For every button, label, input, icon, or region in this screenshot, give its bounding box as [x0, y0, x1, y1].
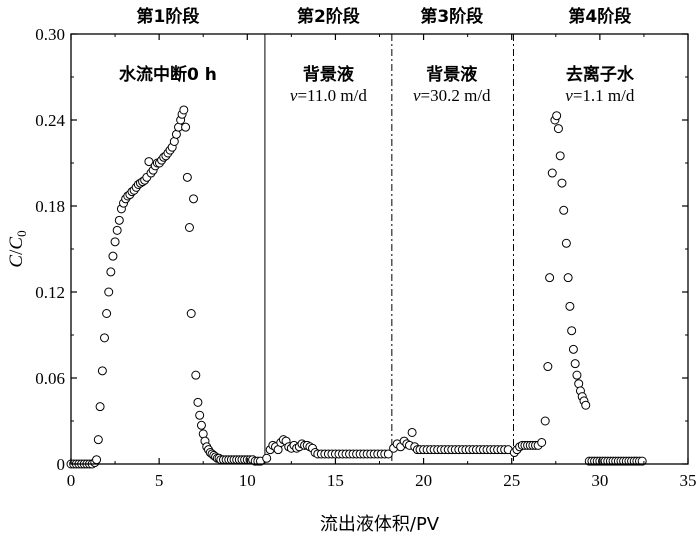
- x-tick-label-3: 15: [327, 471, 344, 490]
- annotation-s1-title: 水流中断0 h: [119, 64, 217, 85]
- data-point: [407, 427, 417, 437]
- data-point: [559, 205, 569, 215]
- data-point: [383, 449, 393, 459]
- data-point: [108, 251, 118, 261]
- annotation-s4-velocity: v=1.1 m/d: [565, 86, 635, 105]
- x-tick-label-7: 35: [680, 471, 697, 490]
- data-point: [97, 366, 107, 376]
- data-point: [567, 326, 577, 336]
- y-axis-title-slash: /: [6, 249, 27, 255]
- data-point: [102, 309, 112, 318]
- x-axis-title: 流出液体积/PV: [320, 514, 440, 535]
- data-point: [195, 410, 205, 420]
- data-point: [547, 168, 557, 178]
- stage-label-2: 第2阶段: [297, 6, 360, 27]
- ticks-layer: 0 5 10 15 20 25 30 35 0 0.06 0.12 0.18 0.24 0.30: [35, 25, 696, 490]
- data-point: [184, 223, 194, 232]
- data-point: [104, 287, 114, 297]
- annotation-s3-velocity: v=30.2 m/d: [413, 86, 491, 105]
- x-tick-label-4: 20: [415, 471, 432, 490]
- x-tick-label-5: 25: [503, 471, 520, 490]
- data-point: [181, 122, 191, 132]
- annotation-s2-velocity: v=11.0 m/d: [290, 86, 367, 105]
- boundary-layer: [264, 34, 514, 464]
- stage-label-4: 第4阶段: [568, 6, 631, 27]
- data-point: [555, 151, 565, 161]
- data-point: [570, 359, 580, 369]
- x-tick-label-0: 0: [67, 471, 76, 490]
- data-point: [93, 435, 103, 445]
- data-point: [568, 344, 578, 354]
- x-tick-label-6: 30: [591, 471, 608, 490]
- data-point: [144, 157, 154, 167]
- data-point: [112, 225, 122, 235]
- data-point: [565, 301, 575, 311]
- annotation-s3-title: 背景液: [426, 64, 477, 85]
- x-tick-label-1: 5: [155, 471, 164, 490]
- data-point: [557, 178, 567, 188]
- annotation-s2-title: 背景液: [303, 64, 354, 85]
- data-point: [114, 215, 124, 225]
- data-point: [561, 238, 571, 248]
- data-point: [563, 273, 573, 283]
- x-tick-label-2: 10: [239, 471, 256, 490]
- y-tick-label-0: 0: [57, 455, 66, 474]
- data-point: [189, 194, 199, 204]
- data-point: [193, 397, 203, 407]
- y-tick-label-2: 0.12: [35, 283, 65, 302]
- points-layer: [66, 105, 647, 469]
- y-axis-title: C/C0: [6, 230, 29, 267]
- data-point: [191, 370, 201, 380]
- data-point: [572, 370, 582, 380]
- data-point: [543, 362, 553, 372]
- data-point: [553, 124, 563, 134]
- data-point: [95, 402, 105, 412]
- stage-label-3: 第3阶段: [420, 6, 483, 27]
- data-point: [99, 333, 109, 343]
- data-point: [262, 453, 272, 463]
- y-axis-title-main: C: [6, 255, 27, 268]
- y-tick-label-5: 0.30: [35, 25, 65, 44]
- y-tick-label-3: 0.18: [35, 197, 65, 216]
- data-point: [186, 309, 196, 318]
- data-point: [182, 172, 192, 182]
- y-tick-label-1: 0.06: [35, 369, 65, 388]
- data-point: [540, 416, 550, 426]
- y-axis-title-subscript: 0: [14, 230, 29, 237]
- data-point: [92, 455, 102, 465]
- data-point: [179, 105, 189, 115]
- y-tick-label-4: 0.24: [35, 111, 65, 130]
- stage-label-1: 第1阶段: [137, 6, 200, 27]
- data-point: [106, 267, 116, 277]
- data-point: [545, 273, 555, 283]
- y-axis-title-denominator: C: [6, 237, 27, 250]
- data-point: [537, 438, 547, 447]
- data-point: [552, 111, 562, 121]
- data-point: [110, 237, 120, 247]
- annotation-s4-title: 去离子水: [566, 64, 635, 85]
- data-point: [581, 400, 591, 410]
- data-point: [196, 420, 206, 430]
